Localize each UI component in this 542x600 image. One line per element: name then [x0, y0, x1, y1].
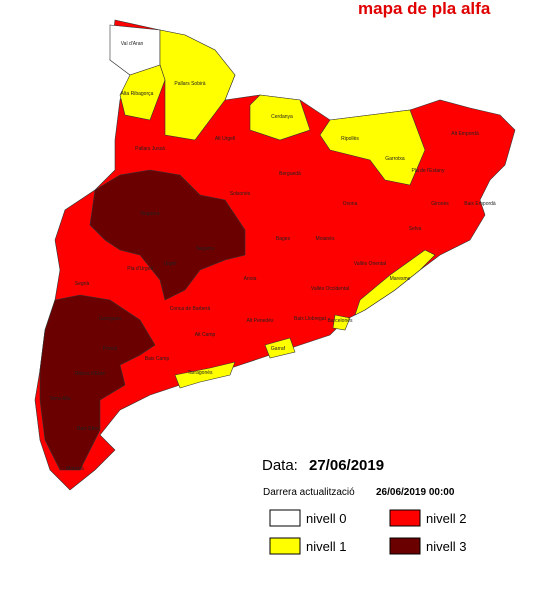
region-area [354, 249, 436, 316]
title: mapa de pla alfa [358, 0, 491, 18]
region-label: Vallès Occidental [311, 286, 349, 292]
region-label: Osona [343, 201, 358, 207]
region-label: Ribera d'Ebre [75, 371, 106, 377]
region-label: Alt Empordà [451, 131, 479, 137]
region-label: Alt Urgell [215, 136, 235, 142]
region-label: Baix Empordà [464, 201, 496, 207]
region-area [174, 361, 236, 389]
region-label: Baix Llobregat [294, 316, 327, 322]
region-label: Alta Ribagorça [121, 91, 154, 97]
region-area [319, 109, 426, 186]
update: 26/06/2019 00:00 [376, 487, 455, 498]
region-label: Garrotxa [385, 156, 405, 162]
region-label: Cerdanya [271, 114, 293, 120]
legend-swatch [389, 537, 421, 555]
region-label: Garrigues [99, 316, 121, 322]
legend-swatch [269, 509, 301, 527]
date-label: Data: [262, 457, 298, 474]
region-label: Ripollès [341, 136, 359, 142]
region-label: Pla de l'Estany [412, 168, 445, 174]
region-label: Montsià [66, 466, 84, 472]
region-label: Alt Penedès [247, 318, 274, 324]
update-label: Darrera actualització [263, 487, 355, 498]
legend-label: nivell 2 [426, 511, 466, 526]
region-label: Maresme [390, 276, 411, 282]
region-area [264, 337, 296, 359]
legend-label: nivell 0 [306, 511, 346, 526]
region-label: Pla d'Urgell [127, 266, 152, 272]
legend-label: nivell 1 [306, 539, 346, 554]
region-label: Terra Alta [49, 396, 70, 402]
region-label: Moianès [316, 236, 335, 242]
region-area [34, 19, 516, 491]
region-area [249, 94, 311, 141]
date: 27/06/2019 [309, 457, 384, 474]
region-label: Baix Camp [145, 356, 170, 362]
region-label: Alt Camp [195, 332, 216, 338]
region-label: Conca de Barberà [170, 306, 211, 312]
legend-label: nivell 3 [426, 539, 466, 554]
legend-swatch [269, 537, 301, 555]
region-area [39, 294, 156, 471]
region-label: Garraf [271, 346, 286, 352]
region-label: Barcelonès [327, 318, 353, 324]
region-label: Vallès Oriental [354, 261, 386, 267]
region-label: Baix Ebre [77, 426, 99, 432]
region-area [119, 64, 166, 121]
region-label: Selva [409, 226, 422, 232]
region-label: Val d'Aran [121, 41, 144, 47]
region-label: Bages [276, 236, 291, 242]
region-label: Pallars Sobirà [174, 81, 205, 87]
region-label: Tarragonès [187, 370, 213, 376]
region-label: Anoia [244, 276, 257, 282]
region-label: Pallars Jussà [135, 146, 165, 152]
region-area [332, 314, 351, 331]
region-label: Segrià [75, 281, 90, 287]
legend-swatch [389, 509, 421, 527]
region-label: Segarra [196, 246, 214, 252]
region-label: Noguera [140, 211, 159, 217]
region-label: Solsonès [230, 191, 251, 197]
region-label: Urgell [163, 261, 176, 267]
region-area [89, 169, 246, 301]
region-label: Berguedà [279, 171, 301, 177]
region-label: Priorat [103, 346, 118, 352]
region-label: Gironès [431, 201, 449, 207]
